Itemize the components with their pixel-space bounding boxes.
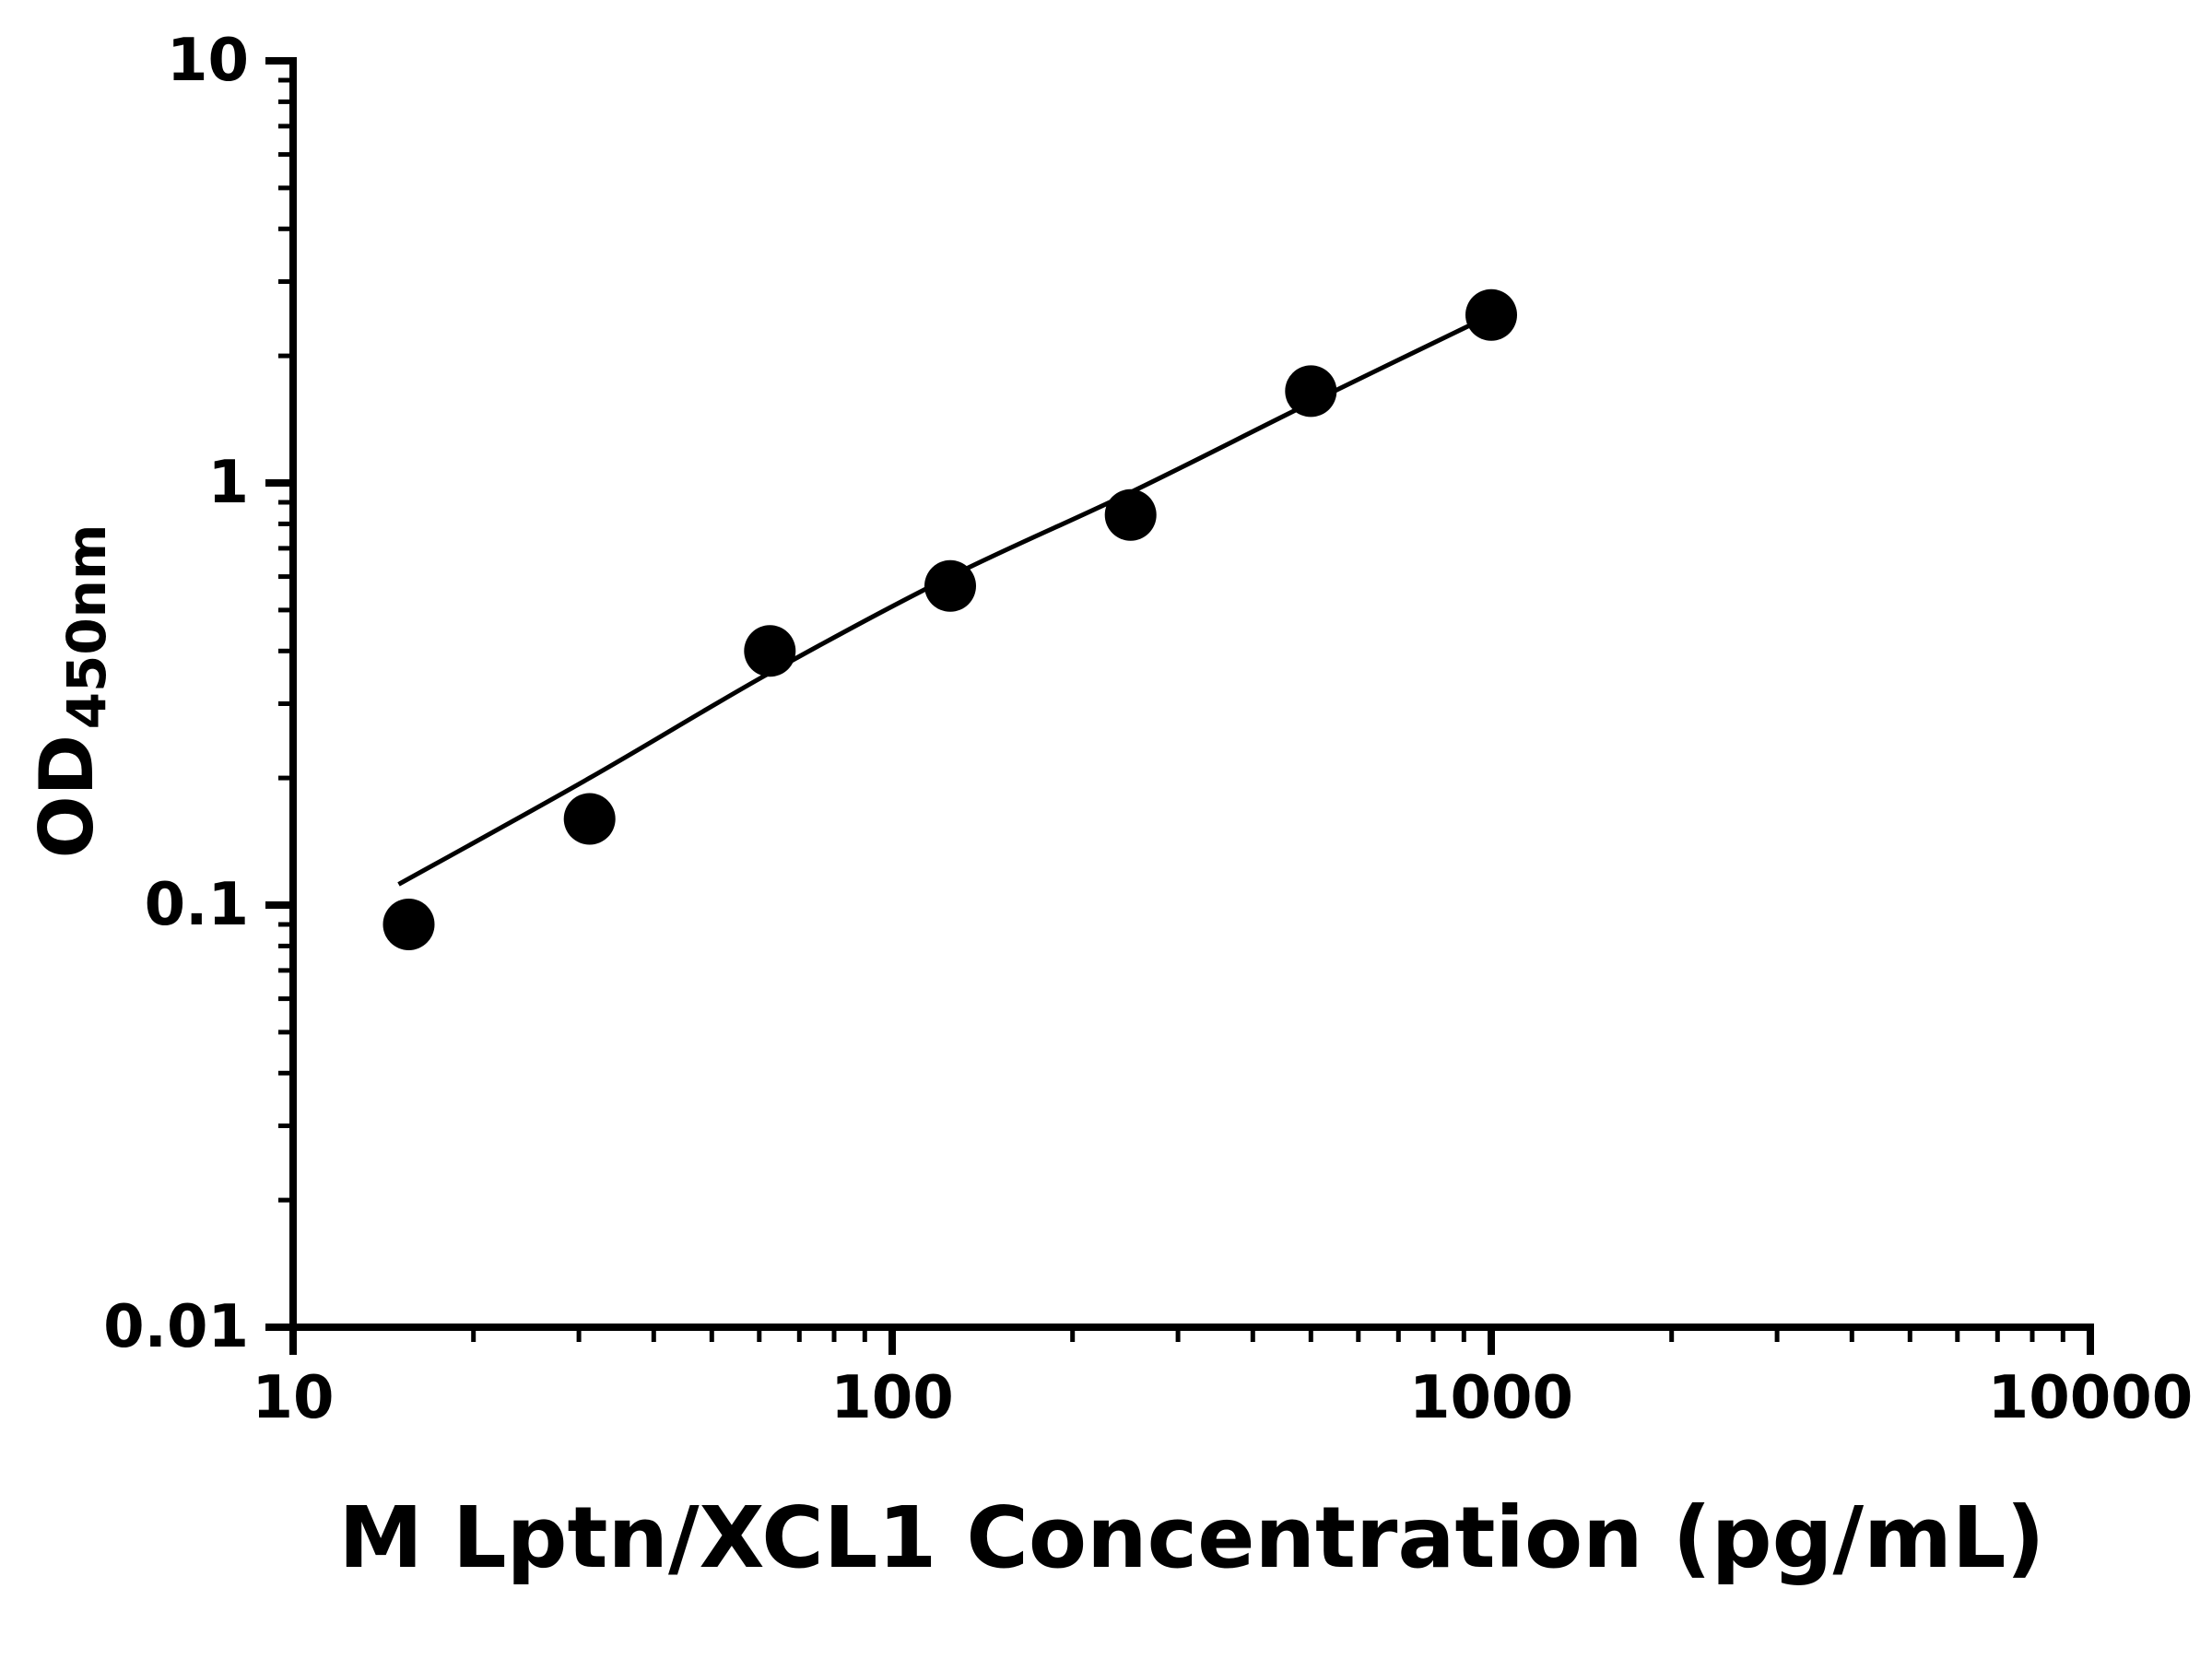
y-axis-title-subscript: 450nm <box>55 524 118 730</box>
data-point <box>744 625 796 677</box>
y-tick-label: 0.1 <box>145 871 249 939</box>
data-point <box>1104 488 1157 541</box>
y-tick-label: 0.01 <box>103 1293 249 1361</box>
x-tick-label: 10000 <box>1988 1364 2194 1432</box>
x-tick-label: 100 <box>830 1364 954 1432</box>
y-axis-title: OD 450nm <box>24 524 118 859</box>
x-tick-label: 10 <box>252 1364 334 1432</box>
y-tick-label: 10 <box>167 27 249 95</box>
x-axis-title: M Lptn/XCL1 Concentration (pg/mL) <box>338 1488 2044 1587</box>
y-tick-label: 1 <box>207 449 249 517</box>
y-axis-title-main: OD <box>24 735 110 858</box>
data-point <box>563 793 616 845</box>
x-tick-label: 1000 <box>1409 1364 1573 1432</box>
data-point <box>1285 365 1337 418</box>
data-point <box>924 559 976 612</box>
data-point <box>382 899 435 950</box>
chart-generated-layer: 0.01 0.1 1 10 10 100 1000 10000 <box>103 27 2193 1432</box>
data-point <box>1465 288 1517 341</box>
